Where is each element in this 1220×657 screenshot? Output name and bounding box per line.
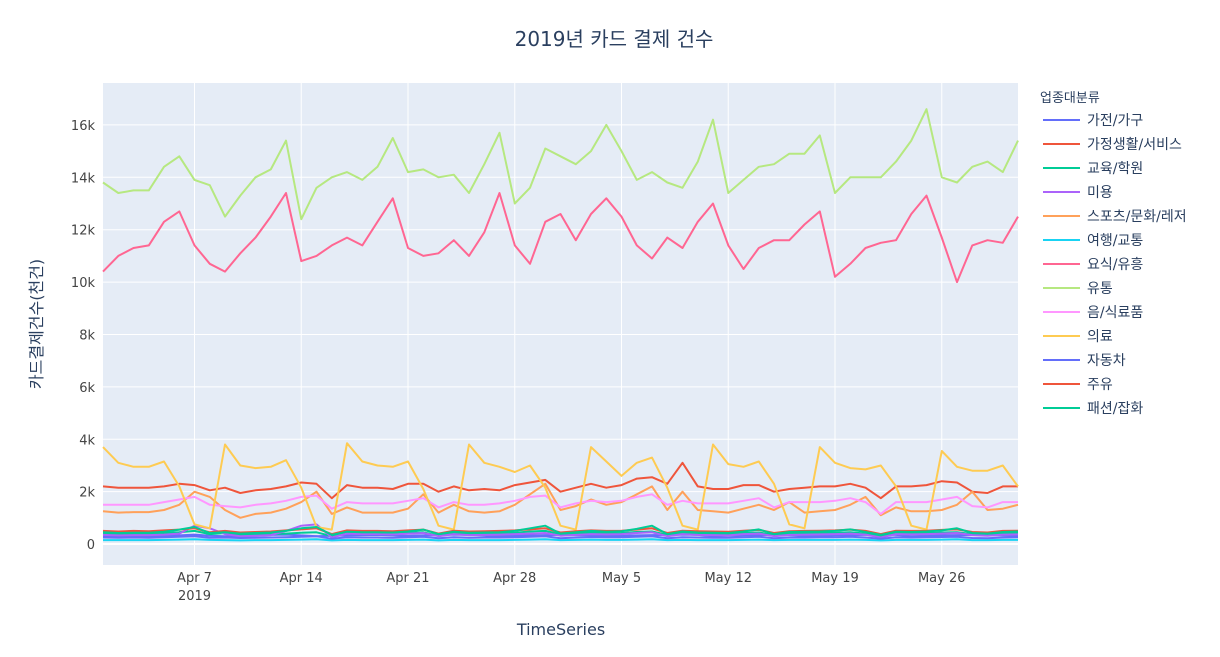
y-axis-title: 카드결제건수(천건) [27, 259, 46, 389]
x-tick-year-label: 2019 [178, 589, 211, 604]
legend-item[interactable]: 패션/잡화 [1043, 401, 1143, 417]
legend-item[interactable]: 음/식료품 [1043, 305, 1143, 321]
y-tick-label: 6k [79, 381, 95, 396]
series-line-8[interactable] [103, 493, 1018, 515]
y-tick-label: 10k [71, 276, 96, 291]
x-tick-label: Apr 7 [177, 571, 212, 586]
legend: 업종대분류 가전/가구가정생활/서비스교육/학원미용스포츠/문화/레저여행/교통… [1040, 91, 1187, 417]
x-tick-label: Apr 21 [386, 571, 429, 586]
legend-item[interactable]: 자동차 [1043, 353, 1126, 369]
y-tick-label: 4k [79, 433, 95, 448]
legend-item[interactable]: 유통 [1043, 281, 1113, 297]
x-tick-label: May 26 [918, 571, 966, 586]
legend-label: 패션/잡화 [1087, 401, 1143, 417]
series-line-10[interactable] [102, 535, 1019, 540]
legend-item[interactable]: 스포츠/문화/레저 [1043, 209, 1187, 225]
series-line-6[interactable] [102, 192, 1019, 284]
series-line-7[interactable] [102, 108, 1019, 221]
series-line-4[interactable] [102, 482, 1019, 519]
legend-label: 의료 [1087, 329, 1113, 345]
x-tick-label: May 19 [811, 571, 859, 586]
series-line-9[interactable] [102, 442, 1019, 531]
y-tick-label: 14k [71, 171, 96, 186]
series-line-12[interactable] [102, 524, 1019, 536]
y-tick-label: 0 [87, 538, 95, 553]
legend-item[interactable]: 요식/유흥 [1043, 257, 1143, 273]
legend-item[interactable]: 주유 [1043, 377, 1113, 393]
x-axis-title: TimeSeries [516, 620, 605, 639]
y-tick-label: 12k [71, 224, 96, 239]
x-tick-label: May 5 [602, 571, 641, 586]
x-tick-label: May 12 [704, 571, 752, 586]
x-tick-label: Apr 28 [493, 571, 536, 586]
series-line-5[interactable] [103, 538, 1018, 542]
legend-label: 자동차 [1087, 353, 1126, 369]
series-line-1[interactable] [102, 461, 1018, 500]
legend-label: 스포츠/문화/레저 [1087, 209, 1187, 225]
legend-title: 업종대분류 [1040, 91, 1100, 106]
legend-label: 유통 [1087, 281, 1113, 297]
legend-label: 가전/가구 [1087, 113, 1143, 129]
legend-label: 음/식료품 [1087, 305, 1143, 321]
legend-item[interactable]: 교육/학원 [1043, 161, 1143, 177]
x-axis-ticks: Apr 7 2019 Apr 14 Apr 21 Apr 28 May 5 May 12 Ma… [177, 571, 965, 604]
legend-item[interactable]: 가정생활/서비스 [1043, 137, 1182, 153]
legend-label: 주유 [1087, 377, 1113, 393]
legend-label: 가정생활/서비스 [1087, 137, 1182, 153]
legend-label: 여행/교통 [1087, 233, 1143, 249]
y-tick-label: 2k [79, 486, 95, 501]
legend-label: 요식/유흥 [1087, 257, 1143, 273]
legend-item[interactable]: 의료 [1043, 329, 1113, 345]
legend-label: 교육/학원 [1087, 161, 1143, 177]
series-lines [102, 108, 1019, 542]
legend-item[interactable]: 미용 [1043, 185, 1113, 201]
series-line-3[interactable] [102, 523, 1019, 539]
y-axis-ticks: 0 2k 4k 6k 8k 10k 12k 14k 16k [71, 119, 96, 553]
y-tick-label: 16k [71, 119, 96, 134]
plot-area [103, 83, 1018, 565]
y-tick-label: 8k [79, 328, 95, 343]
legend-label: 미용 [1087, 185, 1113, 201]
legend-item[interactable]: 가전/가구 [1043, 113, 1143, 129]
legend-item[interactable]: 여행/교통 [1043, 233, 1143, 249]
x-tick-label: Apr 14 [280, 571, 323, 586]
chart-title: 2019년 카드 결제 건수 [515, 27, 714, 51]
